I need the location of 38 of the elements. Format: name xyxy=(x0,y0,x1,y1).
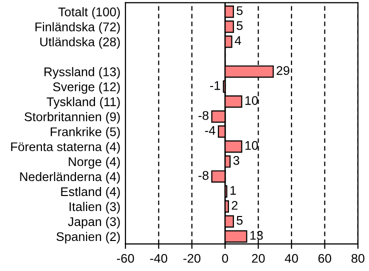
y-tick-label: Ryssland (13) xyxy=(44,67,120,79)
x-tick-label: 80 xyxy=(352,254,364,263)
data-label: -8 xyxy=(198,170,208,180)
y-tick-label: Nederländerna (4) xyxy=(20,172,120,184)
data-label: -1 xyxy=(210,81,220,90)
y-tick-label: Storbritannien (9) xyxy=(24,112,120,124)
data-label: -8 xyxy=(198,111,208,120)
y-tick-label: Totalt (100) xyxy=(58,7,120,19)
data-label: 5 xyxy=(236,6,243,16)
y-tick-label: Estland (4) xyxy=(61,186,120,199)
y-tick-label: Sverige (12) xyxy=(53,82,120,94)
data-label: 3 xyxy=(233,156,240,165)
x-tick-label: -20 xyxy=(183,254,200,263)
x-tick-label: 40 xyxy=(284,254,298,263)
data-label: 4 xyxy=(234,36,242,45)
y-tick-label: Finländska (72) xyxy=(35,22,120,34)
y-tick-label: Tyskland (11) xyxy=(46,97,120,109)
data-label: 5 xyxy=(236,216,243,225)
x-tick-label: 20 xyxy=(252,254,265,263)
y-tick-label: Norge (4) xyxy=(68,156,120,169)
y-tick-label: Förenta staterna (4) xyxy=(11,142,120,154)
data-label: 10 xyxy=(245,96,258,105)
data-label: -4 xyxy=(205,126,216,135)
y-tick-label: Utländska (28) xyxy=(40,37,120,49)
data-label: 13 xyxy=(250,230,263,240)
data-label: 29 xyxy=(276,66,290,75)
data-label: 1 xyxy=(230,186,236,195)
y-tick-label: Spanien (2) xyxy=(56,232,120,244)
x-tick-label: 0 xyxy=(222,254,228,263)
x-tick-label: 60 xyxy=(318,254,332,263)
data-label: 10 xyxy=(245,141,258,150)
x-tick-label: -60 xyxy=(116,254,134,263)
y-tick-label: Frankrike (5) xyxy=(50,127,120,139)
data-label: 5 xyxy=(236,21,243,30)
data-label: 2 xyxy=(232,200,238,210)
y-tick-label: Italien (3) xyxy=(70,202,120,214)
x-tick-label: -40 xyxy=(150,254,168,263)
y-tick-label: Japan (3) xyxy=(68,216,120,229)
